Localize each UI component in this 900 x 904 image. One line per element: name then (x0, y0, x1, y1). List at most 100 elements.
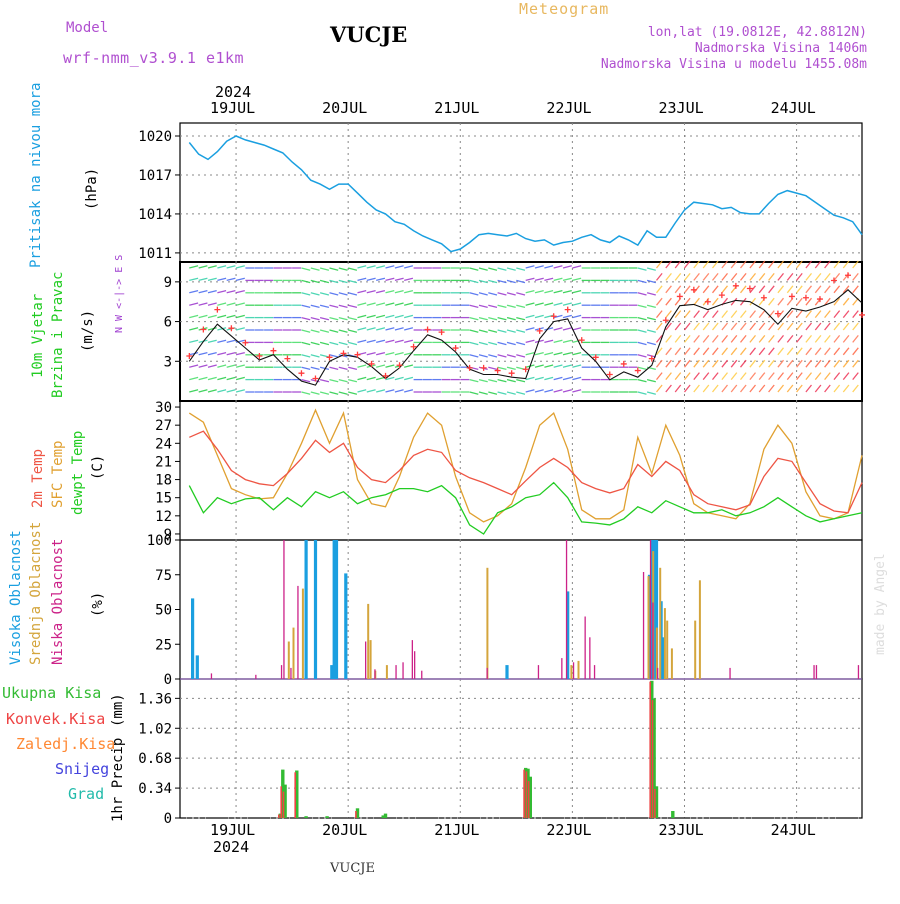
wind-vector (796, 334, 803, 343)
wind-vector (814, 260, 822, 269)
wind-vector (655, 334, 663, 343)
wind-vector (226, 265, 236, 269)
gust-marker (592, 354, 599, 361)
wind-vector (730, 297, 738, 306)
wind-vector (637, 341, 647, 346)
wind-vector (655, 260, 663, 269)
wind-vector (506, 366, 516, 371)
y-tick-label: 0.68 (138, 751, 172, 767)
wind-vector (852, 347, 859, 356)
wind-vector (404, 277, 414, 282)
wind-vector (525, 327, 535, 331)
cloud-low-bar (395, 665, 397, 679)
gust-marker (368, 360, 375, 367)
wind-vector (646, 267, 656, 271)
pressure-unit: (hPa) (84, 167, 100, 210)
wind-vector (329, 329, 339, 333)
wind-vector (338, 378, 348, 383)
wind-vector (739, 372, 747, 381)
wind-vector (404, 389, 414, 393)
wind-vector (366, 327, 376, 331)
wind-vector (786, 384, 794, 393)
wind-vector (777, 285, 785, 294)
wind-vector (768, 384, 775, 393)
cloud-low-bar (374, 669, 376, 679)
wind-vector (739, 359, 747, 368)
wind-vector (702, 347, 710, 356)
cloud-high-bar (195, 655, 199, 679)
wind-vector (516, 304, 526, 309)
y-tick-label: 50 (155, 603, 172, 619)
wind-vector (301, 391, 311, 395)
wind-vector (572, 277, 582, 282)
wind-label: 10m Vjetar (30, 293, 46, 378)
wind-vector (404, 314, 414, 319)
cloud-mid-bar (698, 580, 701, 679)
wind-vector (553, 327, 563, 331)
wind-vector (310, 329, 320, 333)
wind-vector (749, 334, 757, 343)
wind-vector (749, 322, 757, 331)
coords-text: lon,lat (19.0812E, 42.8812N) (647, 25, 867, 40)
conv-rain-bar (654, 789, 656, 818)
wind-vector (488, 279, 498, 284)
wind-vector (655, 359, 663, 368)
wind-vector (562, 327, 572, 331)
wind-vector (217, 351, 227, 356)
wind-vector (824, 322, 831, 331)
wind-vector (674, 285, 682, 294)
wind-vector (572, 327, 582, 331)
y-tick-label: 9 (164, 275, 172, 291)
wind-vector (348, 378, 358, 383)
total-rain-bar (355, 808, 360, 818)
wind-vector (469, 279, 479, 284)
y-tick-label: 15 (155, 491, 172, 507)
wind-vector (207, 277, 217, 282)
wind-vector (301, 316, 311, 321)
cloud-low-bar (255, 674, 257, 679)
wind-vector (301, 366, 311, 371)
wind-vector (665, 297, 672, 306)
wind-vector (394, 277, 404, 282)
wind-vector (674, 359, 682, 368)
wind-vector (814, 359, 822, 368)
cloud-mid-bar (666, 620, 669, 679)
wind-vector (833, 359, 841, 368)
wind-vector (852, 372, 859, 381)
wind-vector (693, 260, 700, 269)
wind-vector (842, 322, 850, 331)
wind-vector (516, 267, 526, 271)
wind-vector (348, 329, 358, 333)
cloud-mid-bar (292, 627, 295, 679)
wind-vector (562, 289, 572, 294)
wind-vector (749, 297, 757, 306)
wind-vector (217, 277, 227, 282)
wind-vector (646, 378, 656, 383)
wind-vector (319, 304, 330, 309)
gust-marker (186, 352, 193, 359)
wind-vector (637, 304, 647, 309)
wind-vector (348, 292, 358, 296)
wind-vector (394, 351, 404, 356)
wind-vector (842, 334, 850, 343)
wind-vector (693, 272, 700, 281)
cloud-low-bar (584, 616, 586, 679)
gust-marker (690, 286, 697, 293)
wind-vector (655, 372, 663, 381)
wind-vector (637, 279, 647, 284)
wind-vector (852, 310, 859, 319)
total-rain-bar (383, 813, 388, 818)
wind-vector (646, 304, 656, 309)
wind-vector (665, 285, 672, 294)
wind-vector (683, 322, 691, 331)
wind-vector (235, 314, 245, 319)
wind-vector (572, 265, 582, 269)
wind-vector (207, 364, 217, 368)
wind-vector (198, 376, 208, 381)
wind-vector (786, 285, 794, 294)
wind-vector (357, 302, 367, 306)
wind-vector (469, 329, 479, 333)
wind-vector (488, 267, 498, 271)
wind-vector (338, 329, 348, 333)
cloud-high-bar (654, 540, 659, 679)
